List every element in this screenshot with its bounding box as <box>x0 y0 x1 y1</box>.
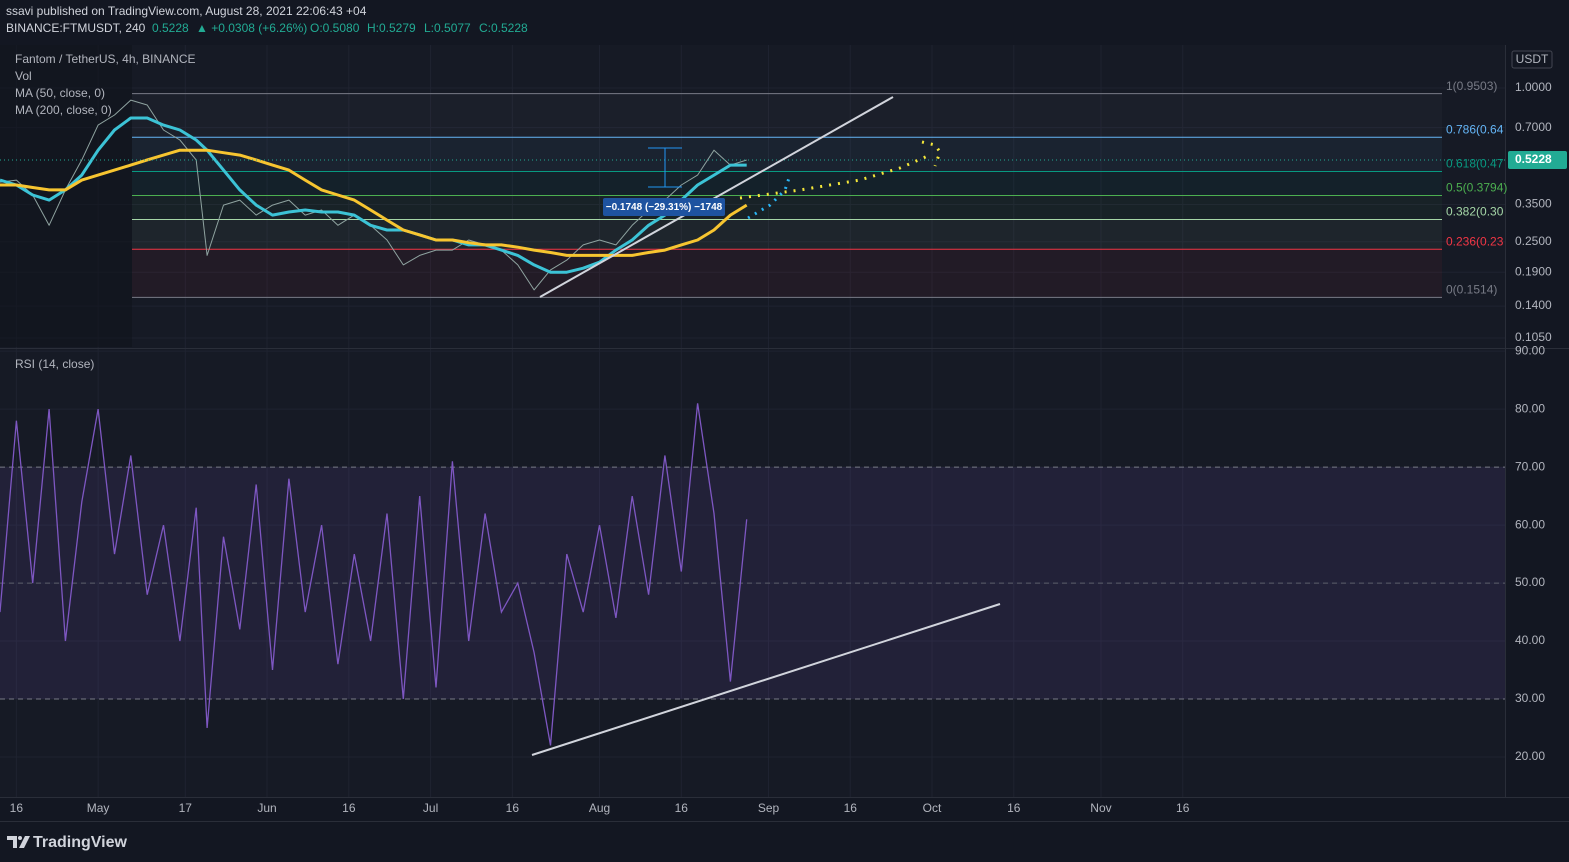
series-line <box>0 116 747 274</box>
y-tick-label: 0.1900 <box>1515 264 1552 278</box>
symbol: BINANCE:FTMUSDT, 240 <box>6 21 146 35</box>
ohlc: H:0.5279 <box>367 21 416 35</box>
y-tick-label: 90.00 <box>1515 343 1545 357</box>
fib-label: 0.786(0.64 <box>1446 122 1504 136</box>
rsi-title: RSI (14, close) <box>15 357 94 371</box>
y-tick-label: 80.00 <box>1515 401 1545 415</box>
fib-label: 0.382(0.30 <box>1446 205 1504 219</box>
y-tick-label: 1.0000 <box>1515 80 1552 94</box>
x-tick-label: 16 <box>675 801 689 815</box>
x-tick-label: Jun <box>257 801 276 815</box>
y-tick-label: 50.00 <box>1515 575 1545 589</box>
y-tick-label: 60.00 <box>1515 517 1545 531</box>
shade <box>0 45 132 347</box>
y-tick-label: 70.00 <box>1515 459 1545 473</box>
axis-unit: USDT <box>1516 52 1549 66</box>
x-tick-label: May <box>87 801 110 815</box>
fib-label: 0.236(0.23 <box>1446 234 1504 248</box>
x-tick-label: Nov <box>1090 801 1111 815</box>
unit-box <box>1511 50 1553 69</box>
x-tick-label: Sep <box>758 801 780 815</box>
change: ▲ +0.0308 (+6.26%) <box>196 21 307 35</box>
fib-zone <box>132 249 1442 298</box>
measure-box <box>603 198 725 216</box>
x-tick-label: 16 <box>10 801 24 815</box>
fib-label: 1(0.9503) <box>1446 79 1497 93</box>
measure-label: −0.1748 (−29.31%) −1748 <box>606 202 723 213</box>
last: 0.5228 <box>152 21 189 35</box>
x-tick-label: 16 <box>844 801 858 815</box>
ohlc: O:0.5080 <box>310 21 360 35</box>
x-tick-label: Aug <box>589 801 610 815</box>
legend-ma50: MA (50, close, 0) <box>15 86 105 100</box>
legend-title: Fantom / TetherUS, 4h, BINANCE <box>15 52 196 66</box>
trend-line <box>531 603 1001 756</box>
x-tick-label: 16 <box>1176 801 1190 815</box>
fib-zone <box>132 137 1442 172</box>
ohlc: C:0.5228 <box>479 21 528 35</box>
x-tick-label: Jul <box>423 801 438 815</box>
fib-zone <box>132 219 1442 250</box>
fib-zone <box>132 171 1442 196</box>
rsi-line <box>0 403 748 746</box>
x-tick-label: 17 <box>179 801 193 815</box>
last-price-box <box>1508 150 1567 169</box>
x-tick-label: Oct <box>923 801 942 815</box>
y-tick-label: 0.3500 <box>1515 197 1552 211</box>
y-tick-label: 20.00 <box>1515 749 1545 763</box>
publisher: ssavi published on TradingView.com, Augu… <box>6 4 367 18</box>
y-tick-label: 0.2500 <box>1515 234 1552 248</box>
x-tick-label: 16 <box>342 801 356 815</box>
brand: TradingView <box>33 834 128 851</box>
y-tick-label: 0.7000 <box>1515 120 1552 134</box>
x-tick-label: 16 <box>1007 801 1021 815</box>
y-tick-label: 40.00 <box>1515 633 1545 647</box>
y-tick-label: 0.1400 <box>1515 298 1552 312</box>
fib-zone <box>132 93 1442 138</box>
plot-area <box>0 45 1505 797</box>
ohlc: L:0.5077 <box>424 21 471 35</box>
logo <box>7 836 30 848</box>
fib-label: 0.5(0.3794) <box>1446 181 1507 195</box>
series-line <box>0 148 748 257</box>
y-tick-label: 30.00 <box>1515 691 1545 705</box>
fib-label: 0.618(0.47 <box>1446 157 1504 171</box>
fib-label: 0(0.1514) <box>1446 283 1497 297</box>
last-price-label: 0.5228 <box>1515 152 1552 166</box>
legend-ma200: MA (200, close, 0) <box>15 103 112 117</box>
legend-volume: Vol <box>15 69 32 83</box>
trend-line <box>539 96 894 298</box>
x-tick-label: 16 <box>506 801 520 815</box>
y-tick-label: 0.1050 <box>1515 330 1552 344</box>
